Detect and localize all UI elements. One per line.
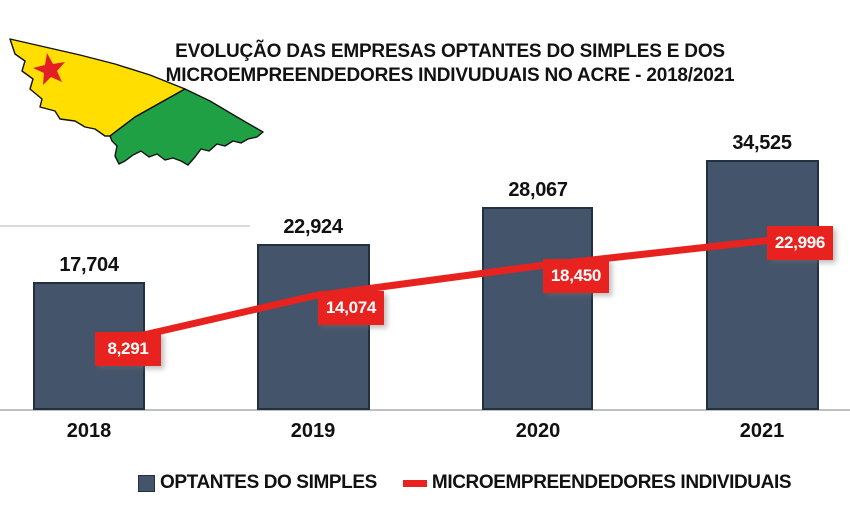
title-line-2: MICROEMPREENDEDORES INDIVUDUAIS NO ACRE … (165, 65, 735, 86)
bar-2019 (257, 244, 370, 410)
bar-2020 (482, 207, 593, 410)
legend-square-marker (138, 474, 155, 492)
bar-value-2019: 22,924 (283, 216, 343, 238)
bar-2021 (706, 160, 819, 410)
x-axis-line (0, 409, 850, 411)
title-line-1: EVOLUÇÃO DAS EMPRESAS OPTANTES DO SIMPLE… (175, 41, 725, 62)
mei-label-2020: 18,450 (543, 259, 609, 293)
legend-label-mei: MICROEMPREENDEDORES INDIVIDUAIS (431, 472, 792, 493)
acre-map (9, 38, 264, 166)
bar-value-2021: 34,525 (732, 132, 792, 154)
legend: OPTANTES DO SIMPLES MICROEMPREENDEDORES … (138, 472, 792, 494)
x-tick-2020: 2020 (515, 420, 561, 442)
page-title: EVOLUÇÃO DAS EMPRESAS OPTANTES DO SIMPLE… (165, 40, 735, 88)
star-icon (33, 53, 65, 85)
gridline-fragment (0, 225, 250, 227)
bar-value-2020: 28,067 (508, 179, 568, 201)
mei-label-2019: 14,074 (318, 291, 384, 325)
legend-dash-marker (402, 479, 427, 487)
x-tick-2019: 2019 (290, 420, 336, 442)
legend-label-optantes: OPTANTES DO SIMPLES (160, 472, 377, 493)
mei-label-2018: 8,291 (95, 332, 161, 366)
acre-map-green-region (109, 88, 264, 166)
x-tick-2018: 2018 (66, 420, 112, 442)
bar-value-2018: 17,704 (59, 254, 119, 276)
mei-label-2021: 22,996 (767, 226, 833, 260)
acre-map-yellow-region (9, 38, 186, 137)
x-tick-2021: 2021 (739, 420, 785, 442)
